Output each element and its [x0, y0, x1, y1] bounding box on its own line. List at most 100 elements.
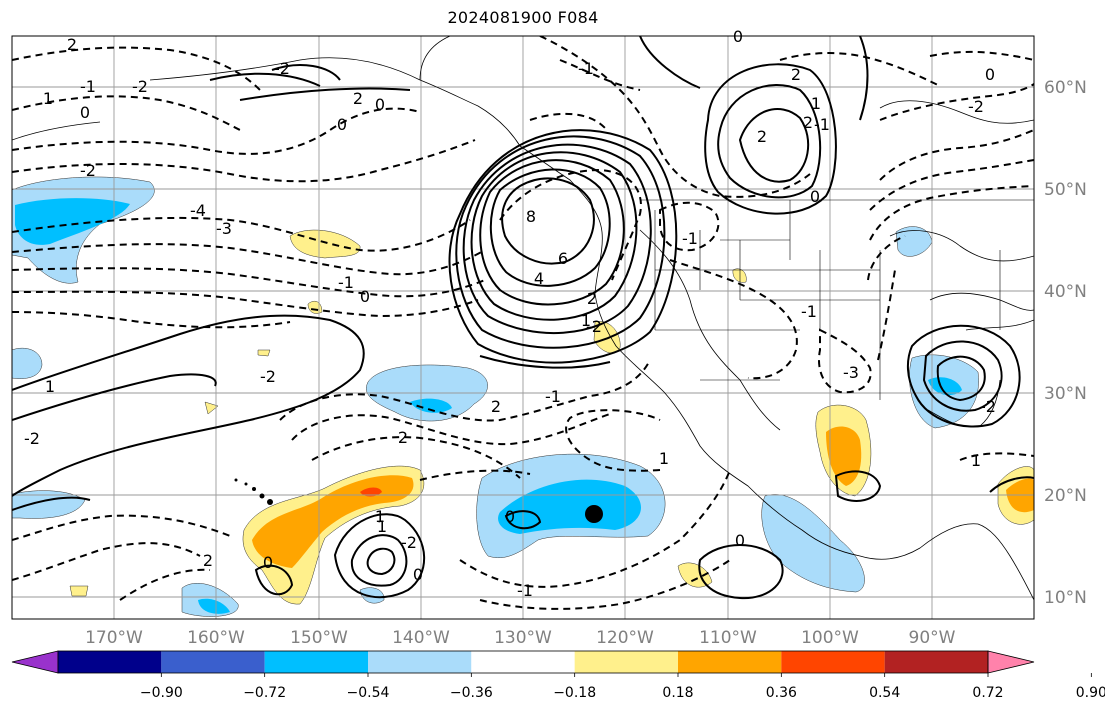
contour-label: 1 [377, 517, 387, 536]
contour-label: 1 [581, 311, 591, 330]
contour-label: -2 [132, 77, 148, 96]
colorbar-tick-label: −0.54 [347, 685, 390, 701]
contour-label: 0 [810, 187, 820, 206]
colorbar-tick-label: 0.90 [1076, 685, 1105, 701]
contour-label: -3 [843, 363, 859, 382]
colorbar-segment [678, 651, 782, 673]
longitude-label: 130°W [494, 628, 552, 648]
contour-label: -2 [968, 97, 984, 116]
contour-label: 2 [803, 113, 813, 132]
colorbar-segment [161, 651, 265, 673]
colorbar: −0.90 −0.72 −0.54 −0.36 −0.18 0.18 0.36 0.54 0.7… [11, 650, 1105, 701]
contour-label: -2 [80, 161, 96, 180]
latitude-label: 20°N [1044, 486, 1087, 506]
colorbar-tick-label: 0.18 [662, 685, 693, 701]
contour-label: 0 [413, 565, 423, 584]
contour-label: 2 [398, 428, 408, 447]
contour-label: 1 [375, 507, 385, 526]
colorbar-extend-high [987, 650, 1035, 674]
contour-label: 4 [534, 269, 544, 288]
contour-label: 1 [811, 94, 821, 113]
graticule [12, 36, 1034, 619]
contour-label: 6 [558, 249, 568, 268]
latitude-label: 10°N [1044, 588, 1087, 608]
contour-labels: 210-1 -2-2-4-3-108642-2-122-21-2-301-2-10… [24, 27, 996, 600]
contour-label: -2 [980, 397, 996, 416]
colorbar-segment [574, 651, 678, 673]
colorbar-segment [264, 651, 368, 673]
contour-label: 0 [985, 65, 995, 84]
contour-label: -1 [801, 302, 817, 321]
contour-label: -1 [578, 59, 594, 78]
contour-label: -2 [401, 533, 417, 552]
contour-label: 1 [659, 449, 669, 468]
contour-label: 0 [337, 115, 347, 134]
contour-label: 2 [67, 35, 77, 54]
contour-label: -2 [24, 429, 40, 448]
colorbar-tick-label: −0.90 [140, 685, 183, 701]
longitude-label: 160°W [187, 628, 245, 648]
contour-label: 2 [587, 289, 597, 308]
longitude-label: 150°W [290, 628, 348, 648]
contour-label: 0 [360, 287, 370, 306]
colorbar-segment [58, 651, 162, 673]
contour-label: 0 [263, 553, 273, 572]
contour-label: 0 [505, 507, 515, 526]
contour-label: -2 [586, 317, 602, 336]
latitude-label: 50°N [1044, 180, 1087, 200]
contour-label: 1 [45, 377, 55, 396]
contour-label: -2 [260, 367, 276, 386]
contour-label: -2 [274, 59, 290, 78]
colorbar-segment [471, 651, 575, 673]
figure-title: 2024081900 F084 [447, 8, 599, 27]
peak-anomaly-shading [360, 487, 382, 497]
contour-label: -1 [338, 273, 354, 292]
contour-label: -1 [814, 115, 830, 134]
latitude-label: 60°N [1044, 78, 1087, 98]
map-frame [11, 35, 1035, 620]
latitude-labels: 60°N 50°N 40°N 30°N 20°N 10°N [1044, 78, 1087, 608]
contour-label: 2 [491, 397, 501, 416]
colorbar-tick-label: 0.72 [972, 685, 1003, 701]
contour-label: 2 [353, 89, 363, 108]
latitude-label: 30°N [1044, 384, 1087, 404]
contour-label: 2 [791, 65, 801, 84]
contour-label: 1 [971, 451, 981, 470]
strong-negative-shading [15, 198, 962, 614]
coastlines [12, 36, 1034, 601]
colorbar-tick-label: −0.72 [243, 685, 286, 701]
longitude-label: 100°W [801, 628, 859, 648]
colorbar-outline [57, 650, 989, 674]
colorbar-tick-label: 0.36 [766, 685, 797, 701]
longitude-label: 170°W [85, 628, 143, 648]
storm-center-marker [585, 505, 603, 523]
contour-label: -1 [545, 387, 561, 406]
longitude-label: 120°W [596, 628, 654, 648]
political-borders [640, 199, 1034, 400]
longitude-label: 110°W [699, 628, 757, 648]
contour-label: -1 [80, 77, 96, 96]
contour-label: 2 [757, 127, 767, 146]
contour-label: -4 [190, 201, 206, 220]
colorbar-segment [368, 651, 472, 673]
contour-label: -1 [682, 229, 698, 248]
hawaii-islands [234, 478, 273, 505]
colorbar-segment [781, 651, 885, 673]
contour-label: 2 [203, 551, 213, 570]
contour-label: 0 [80, 103, 90, 122]
contour-label: -3 [216, 219, 232, 238]
solid-contours [12, 36, 1034, 600]
contour-label: 0 [375, 95, 385, 114]
contour-label: 1 [43, 89, 53, 108]
colorbar-segment [884, 651, 988, 673]
longitude-label: 90°W [909, 628, 956, 648]
colorbar-extend-low [11, 650, 59, 674]
longitude-labels: 170°W 160°W 150°W 140°W 130°W 120°W 110°W 100°W… [85, 628, 956, 648]
contour-label: 8 [526, 207, 536, 226]
latitude-label: 40°N [1044, 282, 1087, 302]
longitude-label: 140°W [392, 628, 450, 648]
contour-label: 0 [735, 531, 745, 550]
dashed-contours [12, 36, 1034, 610]
